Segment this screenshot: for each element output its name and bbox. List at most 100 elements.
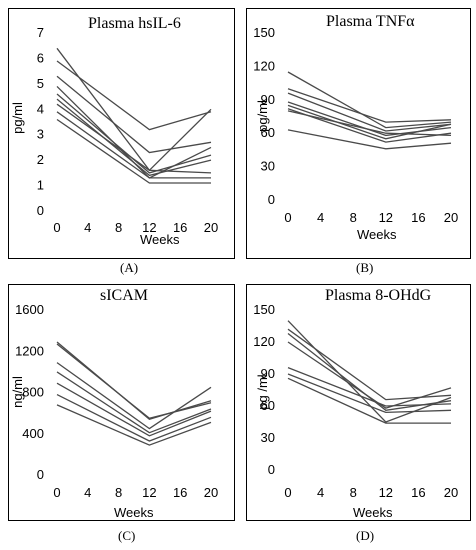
x-tick-label: 12: [379, 485, 393, 500]
series-line-4: [287, 341, 452, 409]
x-tick-label: 0: [53, 485, 60, 500]
series-line-2: [56, 60, 212, 131]
x-tick-label: 20: [204, 220, 218, 235]
y-tick-label: 2: [37, 152, 44, 167]
y-tick-label: 30: [261, 430, 275, 445]
panel-frame: [246, 284, 471, 521]
y-tick-label: 60: [261, 398, 275, 413]
y-tick-label: 60: [261, 125, 275, 140]
x-tick-label: 12: [142, 485, 156, 500]
y-tick-label: 150: [253, 302, 275, 317]
x-tick-label: 0: [284, 485, 291, 500]
series-line-4: [287, 101, 452, 137]
series-line-2: [287, 328, 452, 401]
y-tick-label: 4: [37, 101, 44, 116]
y-tick-label: 30: [261, 159, 275, 174]
y-tick-label: 6: [37, 50, 44, 65]
chart-panel-3: sICAM 0 400 800 1200 1600 0 4 8 12 16 20 Weeks ng/ml (…: [8, 284, 235, 543]
x-tick-label: 4: [317, 485, 324, 500]
series-line-5: [287, 104, 452, 140]
x-tick-label: 8: [115, 220, 122, 235]
y-tick-label: 7: [37, 25, 44, 40]
y-axis-label: pg/ml: [10, 102, 25, 134]
chart-panel-2: Plasma TNFα 0 30 60 90 120 150 0 4 8 12 16 20 Weeks pg…: [246, 8, 471, 275]
x-tick-label: 4: [84, 485, 91, 500]
series-line-3: [56, 362, 212, 430]
series-line-5: [287, 366, 452, 407]
series-line-6: [56, 394, 212, 442]
series-line-3: [56, 75, 212, 154]
y-tick-label: 800: [22, 385, 44, 400]
x-tick-label: 16: [411, 210, 425, 225]
x-tick-label: 16: [411, 485, 425, 500]
series-line-3: [287, 332, 452, 411]
chart-title: Plasma TNFα: [326, 13, 415, 30]
x-tick-label: 4: [84, 220, 91, 235]
series-line-9: [56, 118, 211, 184]
series-line-4: [56, 371, 212, 434]
series-line-8: [56, 111, 211, 179]
y-tick-label: 1600: [15, 302, 44, 317]
series-line-3: [287, 92, 452, 132]
series-line-6: [287, 108, 452, 143]
series-line-6: [56, 98, 212, 177]
chart-title: sICAM: [100, 287, 148, 304]
y-tick-label: 0: [268, 192, 275, 207]
x-axis-label: Weeks: [353, 505, 393, 520]
series-line-5: [56, 382, 212, 437]
x-tick-label: 20: [444, 210, 458, 225]
series-line-2: [287, 88, 452, 123]
x-tick-label: 8: [350, 210, 357, 225]
x-tick-label: 12: [379, 210, 393, 225]
y-tick-label: 120: [253, 58, 275, 73]
series-line-7: [56, 103, 212, 174]
y-tick-label: 150: [253, 25, 275, 40]
x-axis-label: Weeks: [114, 505, 154, 520]
y-axis-label: pg /ml: [255, 374, 270, 410]
x-tick-label: 16: [173, 220, 187, 235]
series-line-1: [287, 320, 452, 423]
series-line-8: [287, 129, 452, 150]
chart-panel-4: Plasma 8-OHdG 0 30 60 90 120 150 0 4 8 12 16 20 Weeks…: [246, 284, 471, 543]
x-tick-label: 8: [350, 485, 357, 500]
series-line-5: [56, 93, 212, 174]
series-line-7: [287, 110, 452, 137]
y-tick-label: 120: [253, 334, 275, 349]
panel-frame: [246, 8, 471, 259]
y-tick-label: 1200: [15, 343, 44, 358]
y-tick-label: 400: [22, 426, 44, 441]
y-axis-label: pg/ml: [255, 100, 270, 132]
y-axis-label: ng/ml: [10, 376, 25, 408]
y-tick-label: 1: [37, 178, 44, 193]
panel-caption: (A): [120, 260, 138, 275]
panel-caption: (D): [356, 528, 374, 543]
series-line-1: [56, 341, 212, 421]
panel-frame: [8, 284, 235, 521]
panel-caption: (C): [118, 528, 135, 543]
x-tick-label: 0: [53, 220, 60, 235]
x-tick-label: 4: [317, 210, 324, 225]
y-tick-label: 0: [268, 462, 275, 477]
panel-caption: (B): [356, 260, 373, 275]
x-tick-label: 20: [444, 485, 458, 500]
y-tick-label: 3: [37, 127, 44, 142]
series-line-1: [287, 71, 452, 129]
series-line-2: [56, 343, 212, 420]
x-tick-label: 8: [115, 485, 122, 500]
x-tick-label: 12: [142, 220, 156, 235]
series-line-7: [56, 404, 212, 446]
chart-title: Plasma hsIL-6: [88, 15, 181, 32]
series-line-7: [287, 377, 451, 424]
y-tick-label: 0: [37, 203, 44, 218]
series-line-6: [287, 373, 452, 414]
x-tick-label: 0: [284, 210, 291, 225]
y-tick-label: 90: [261, 366, 275, 381]
x-axis-label: Weeks: [357, 227, 397, 242]
y-tick-label: 90: [261, 92, 275, 107]
y-tick-label: 5: [37, 76, 44, 91]
x-tick-label: 16: [173, 485, 187, 500]
chart-title: Plasma 8-OHdG: [325, 287, 432, 304]
x-axis-label: Weeks: [140, 232, 180, 247]
